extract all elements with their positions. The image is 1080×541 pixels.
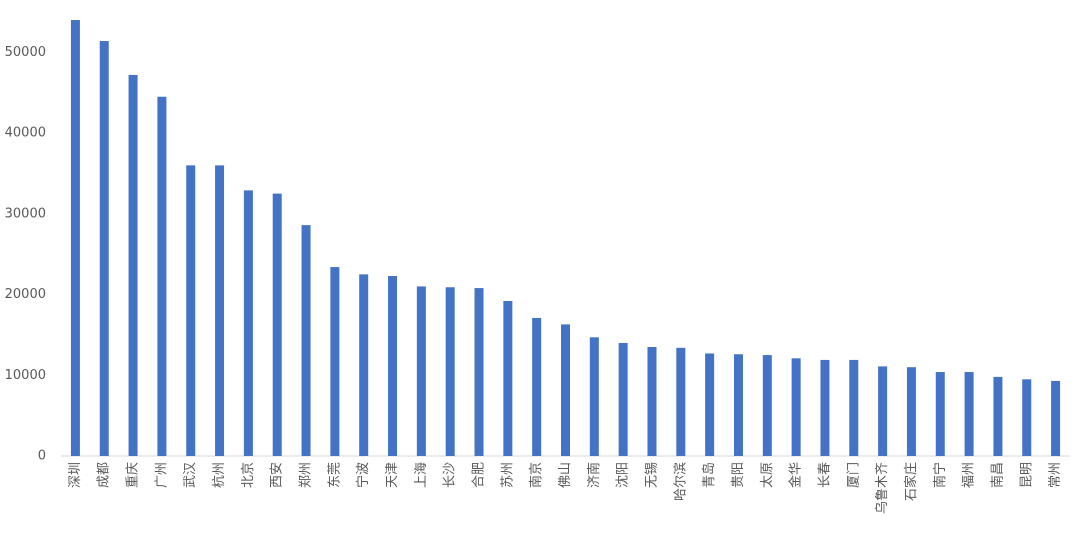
bar xyxy=(589,337,599,456)
bar xyxy=(503,300,513,456)
bar xyxy=(70,20,80,457)
bar xyxy=(935,372,945,456)
bar xyxy=(243,190,253,456)
bar xyxy=(733,354,743,456)
bar xyxy=(878,366,888,456)
bar xyxy=(99,41,109,456)
bar xyxy=(1051,380,1061,456)
x-tick-label: 上海 xyxy=(414,462,429,488)
x-tick-label: 重庆 xyxy=(125,462,141,488)
x-tick-label: 青岛 xyxy=(701,462,717,488)
bar xyxy=(186,165,196,457)
x-tick-label: 南昌 xyxy=(989,462,1005,488)
x-tick-label: 南宁 xyxy=(932,462,948,488)
bar xyxy=(676,347,686,456)
bar xyxy=(416,286,426,456)
bar xyxy=(532,317,542,456)
bar xyxy=(820,359,830,456)
x-tick-label: 杭州 xyxy=(212,462,227,488)
x-tick-label: 福州 xyxy=(962,462,977,488)
x-tick-label: 长春 xyxy=(817,462,832,488)
x-tick-label: 长沙 xyxy=(443,462,458,488)
x-tick-label: 广州 xyxy=(154,462,169,488)
x-tick-label: 宁波 xyxy=(355,462,371,488)
x-tick-label: 贵阳 xyxy=(731,462,746,488)
x-tick-label: 沈阳 xyxy=(616,462,631,488)
x-tick-label: 深圳 xyxy=(68,462,83,488)
bar xyxy=(618,342,628,456)
x-tick-label: 常州 xyxy=(1048,462,1063,488)
x-tick-label: 佛山 xyxy=(558,462,573,488)
x-tick-label: 苏州 xyxy=(499,462,515,488)
x-tick-label: 西安 xyxy=(270,462,285,488)
y-tick-label: 20000 xyxy=(5,287,46,302)
x-tick-label: 成都 xyxy=(97,462,112,488)
bar xyxy=(906,367,916,456)
bar xyxy=(301,225,311,456)
x-tick-label: 无锡 xyxy=(644,462,659,488)
bar xyxy=(474,288,484,456)
x-tick-label: 东莞 xyxy=(327,462,342,488)
y-tick-label: 10000 xyxy=(5,368,46,383)
x-tick-label: 金华 xyxy=(788,462,804,488)
bar xyxy=(215,165,225,457)
x-tick-label: 合肥 xyxy=(472,462,487,488)
y-tick-label: 50000 xyxy=(5,45,46,60)
bar xyxy=(561,324,570,456)
bar xyxy=(388,275,398,456)
bar xyxy=(359,274,369,456)
x-tick-label: 石家庄 xyxy=(903,462,919,501)
x-tick-label: 济南 xyxy=(586,462,602,488)
bar xyxy=(791,358,801,456)
x-tick-label: 南京 xyxy=(528,462,544,488)
bar xyxy=(157,96,167,456)
bar xyxy=(762,355,772,456)
bar xyxy=(647,347,657,456)
bar xyxy=(1022,379,1032,456)
x-tick-label: 北京 xyxy=(241,462,256,488)
x-tick-label: 厦门 xyxy=(846,462,861,488)
x-tick-label: 昆明 xyxy=(1019,462,1034,488)
y-tick-label: 30000 xyxy=(5,206,46,221)
y-tick-label: 0 xyxy=(38,449,46,464)
y-tick-label: 40000 xyxy=(5,126,46,141)
x-tick-label: 乌鲁木齐 xyxy=(874,462,890,514)
bar xyxy=(964,372,974,456)
x-tick-label: 郑州 xyxy=(299,462,314,488)
x-tick-label: 天津 xyxy=(385,462,400,488)
bar xyxy=(330,267,340,456)
bar xyxy=(993,376,1003,456)
bar xyxy=(705,353,715,456)
bar xyxy=(128,74,138,456)
bar xyxy=(445,287,455,456)
bar xyxy=(272,193,282,456)
x-tick-label: 太原 xyxy=(760,462,775,488)
x-tick-label: 武汉 xyxy=(183,462,198,488)
bar xyxy=(849,359,859,456)
x-tick-label: 哈尔滨 xyxy=(672,462,688,501)
